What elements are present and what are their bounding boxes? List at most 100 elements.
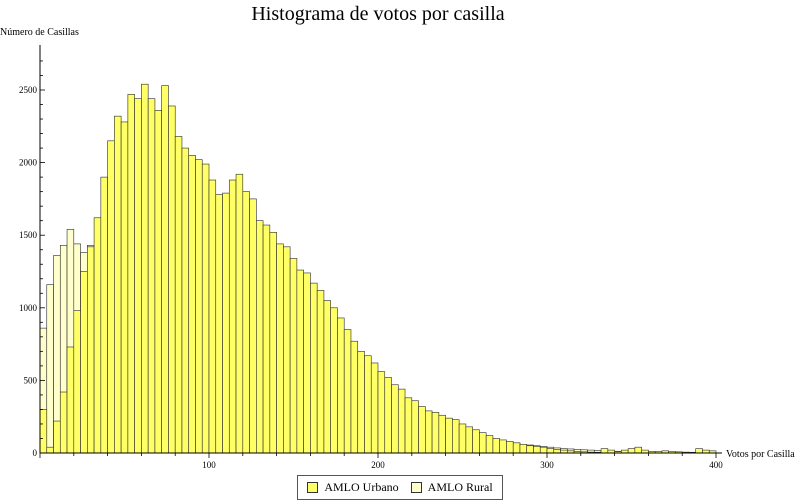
bar-urban-26 bbox=[215, 194, 223, 454]
bar-urban-88 bbox=[634, 446, 642, 454]
bar-urban-66 bbox=[485, 435, 494, 454]
legend-swatch-rural bbox=[410, 482, 422, 493]
bar-urban-44 bbox=[337, 317, 345, 454]
bar-urban-61 bbox=[452, 419, 460, 454]
bar-urban-29 bbox=[235, 173, 244, 454]
bar-urban-31 bbox=[249, 198, 257, 454]
y-tick-label: 2500 bbox=[19, 85, 38, 95]
bar-urban-67 bbox=[492, 438, 500, 454]
legend-item-urbano: AMLO Urbano bbox=[307, 480, 399, 495]
x-tick-label: 300 bbox=[540, 460, 554, 470]
bar-rural-1 bbox=[46, 284, 54, 454]
bar-urban-52 bbox=[391, 384, 399, 454]
legend-item-rural: AMLO Rural bbox=[410, 480, 493, 495]
series-urban-bars bbox=[39, 83, 717, 454]
bar-urban-9 bbox=[100, 176, 108, 454]
bar-urban-15 bbox=[141, 83, 149, 454]
bar-urban-22 bbox=[188, 155, 196, 454]
bar-urban-75 bbox=[546, 448, 555, 454]
y-axis-label: Número de Casillas bbox=[0, 27, 79, 38]
bar-urban-47 bbox=[357, 351, 365, 454]
bar-urban-14 bbox=[134, 98, 142, 454]
bar-urban-42 bbox=[323, 300, 331, 454]
bar-urban-20 bbox=[174, 136, 183, 454]
x-tick-label: 200 bbox=[371, 460, 385, 470]
bar-urban-76 bbox=[553, 449, 561, 454]
x-axis-label: Votos por Casilla bbox=[726, 449, 795, 460]
bar-urban-6 bbox=[80, 271, 88, 454]
bar-urban-74 bbox=[539, 446, 548, 454]
bar-urban-0 bbox=[39, 409, 48, 454]
bar-urban-36 bbox=[283, 246, 291, 454]
bar-urban-3 bbox=[59, 391, 68, 454]
bar-urban-32 bbox=[256, 220, 264, 454]
bar-urban-24 bbox=[201, 163, 210, 454]
bar-urban-25 bbox=[208, 179, 217, 454]
bar-urban-34 bbox=[269, 232, 277, 454]
bar-urban-55 bbox=[411, 400, 419, 454]
bar-urban-7 bbox=[87, 246, 95, 454]
bar-urban-21 bbox=[181, 147, 190, 454]
bar-urban-64 bbox=[472, 429, 480, 454]
chart-title: Histograma de votos por casilla bbox=[251, 3, 504, 25]
bar-urban-40 bbox=[310, 282, 318, 454]
bar-urban-57 bbox=[425, 410, 433, 454]
chart-legend: AMLO Urbano AMLO Rural bbox=[297, 475, 503, 500]
bar-urban-37 bbox=[289, 258, 298, 454]
y-tick-label: 500 bbox=[24, 375, 38, 385]
y-tick-label: 1000 bbox=[19, 303, 38, 313]
bar-urban-65 bbox=[479, 432, 487, 454]
x-tick-label: 100 bbox=[202, 460, 216, 470]
bar-urban-10 bbox=[107, 140, 115, 454]
bar-urban-70 bbox=[512, 442, 521, 454]
bar-urban-17 bbox=[154, 110, 162, 454]
bar-urban-50 bbox=[377, 371, 386, 454]
bar-urban-69 bbox=[506, 441, 514, 454]
bar-urban-48 bbox=[364, 355, 372, 454]
bar-urban-11 bbox=[114, 115, 122, 454]
bar-urban-58 bbox=[431, 412, 440, 454]
x-tick-label: 400 bbox=[709, 460, 723, 470]
bar-urban-30 bbox=[242, 191, 250, 454]
bar-urban-5 bbox=[73, 310, 81, 454]
legend-swatch-urbano bbox=[307, 482, 319, 493]
bar-urban-45 bbox=[343, 329, 352, 454]
legend-label-rural: AMLO Rural bbox=[427, 480, 493, 494]
bar-urban-49 bbox=[370, 362, 379, 454]
bar-urban-62 bbox=[458, 423, 467, 454]
bar-urban-63 bbox=[465, 426, 473, 454]
bar-urban-68 bbox=[499, 439, 507, 454]
bar-urban-27 bbox=[222, 192, 230, 454]
bar-urban-87 bbox=[627, 448, 636, 454]
bar-urban-12 bbox=[120, 121, 129, 454]
bar-urban-1 bbox=[46, 446, 54, 454]
bar-urban-16 bbox=[147, 98, 156, 454]
bar-urban-39 bbox=[303, 272, 311, 454]
bar-urban-60 bbox=[445, 417, 453, 454]
bar-urban-53 bbox=[397, 388, 406, 454]
bar-urban-18 bbox=[161, 85, 169, 454]
bar-urban-19 bbox=[168, 105, 176, 454]
legend-label-urbano: AMLO Urbano bbox=[324, 480, 399, 494]
bar-urban-4 bbox=[66, 346, 75, 454]
y-tick-label: 0 bbox=[33, 448, 38, 458]
bar-urban-59 bbox=[438, 414, 446, 454]
bar-urban-56 bbox=[418, 406, 426, 454]
bar-urban-73 bbox=[533, 446, 541, 454]
bar-urban-83 bbox=[600, 448, 609, 454]
bar-urban-35 bbox=[276, 243, 284, 454]
bar-urban-71 bbox=[519, 443, 528, 454]
bar-urban-23 bbox=[195, 159, 203, 454]
bar-urban-2 bbox=[53, 420, 61, 454]
axes: 0 500 1000 1500 2000 2500 100 200 300 400 bbox=[19, 45, 723, 470]
bar-urban-38 bbox=[296, 269, 304, 454]
bar-urban-41 bbox=[316, 290, 325, 454]
bar-urban-51 bbox=[384, 377, 392, 454]
bar-urban-13 bbox=[127, 94, 135, 454]
bar-urban-28 bbox=[228, 179, 237, 454]
bar-urban-97 bbox=[695, 448, 703, 454]
y-tick-label: 2000 bbox=[19, 158, 38, 168]
bar-urban-33 bbox=[262, 224, 271, 454]
bar-urban-54 bbox=[404, 397, 413, 454]
y-tick-label: 1500 bbox=[19, 230, 38, 240]
